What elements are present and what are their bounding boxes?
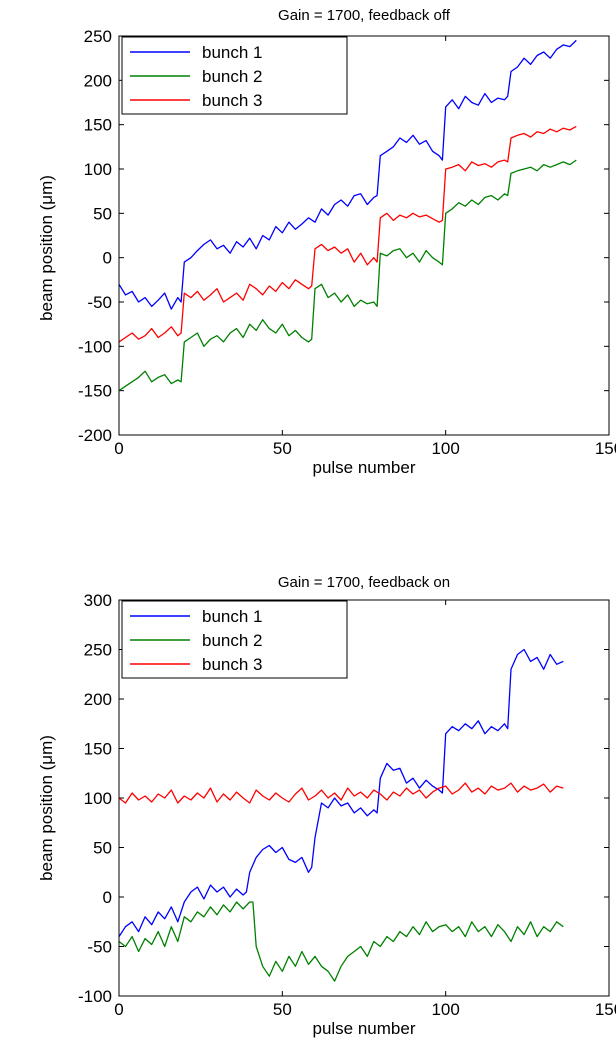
y-tick-label: -50 (87, 293, 112, 312)
legend-label-bunch-3: bunch 3 (202, 91, 263, 110)
x-tick-label: 100 (431, 439, 459, 458)
y-tick-label: -100 (78, 337, 112, 356)
chart-feedback-on: Gain = 1700, feedback on beam position (… (37, 574, 616, 1038)
y-tick-label: 200 (84, 71, 112, 90)
y-axis-label: beam position (μm) (37, 735, 56, 881)
legend-label-bunch-1: bunch 1 (202, 607, 263, 626)
y-tick-label: -150 (78, 382, 112, 401)
chart-feedback-off: Gain = 1700, feedback off beam position … (37, 7, 616, 477)
y-tick-label: 50 (93, 839, 112, 858)
series-line-bunch-3 (118, 125, 577, 343)
series-line-bunch-1 (118, 39, 577, 310)
x-tick-label: 100 (431, 1000, 459, 1019)
legend-label-bunch-2: bunch 2 (202, 67, 263, 86)
x-ticks: 0 50 100 150 (114, 600, 616, 1019)
series-lines (118, 648, 564, 982)
x-tick-label: 50 (273, 439, 292, 458)
x-tick-label: 150 (595, 439, 616, 458)
plot-frame (118, 599, 610, 997)
y-tick-label: -50 (87, 938, 112, 957)
y-tick-label: 100 (84, 160, 112, 179)
y-tick-label: 200 (84, 690, 112, 709)
y-tick-label: 150 (84, 740, 112, 759)
series-line-bunch-2 (118, 159, 577, 392)
legend: bunch 1 bunch 2 bunch 3 (121, 600, 348, 679)
chart-title: Gain = 1700, feedback on (278, 574, 450, 591)
y-tick-label: 250 (84, 641, 112, 660)
x-tick-label: 0 (114, 1000, 123, 1019)
plot-frame (118, 35, 610, 436)
y-tick-label: 0 (103, 249, 112, 268)
series-line-bunch-2 (118, 901, 564, 982)
y-tick-label: 0 (103, 888, 112, 907)
y-tick-label: -200 (78, 426, 112, 445)
series-lines (118, 39, 577, 392)
y-ticks: -200 -150 -100 -50 0 50 100 150 200 250 (78, 27, 609, 445)
y-tick-label: -100 (78, 987, 112, 1006)
x-tick-label: 0 (114, 439, 123, 458)
legend-items: bunch 1 bunch 2 bunch 3 (130, 43, 263, 110)
y-ticks: -100 -50 0 50 100 150 200 250 300 (78, 591, 609, 1006)
y-tick-label: 300 (84, 591, 112, 610)
legend-label-bunch-3: bunch 3 (202, 655, 263, 674)
y-tick-label: 250 (84, 27, 112, 46)
x-axis-label: pulse number (312, 458, 415, 477)
chart-title: Gain = 1700, feedback off (278, 7, 451, 24)
legend-label-bunch-2: bunch 2 (202, 631, 263, 650)
x-tick-label: 150 (595, 1000, 616, 1019)
legend-label-bunch-1: bunch 1 (202, 43, 263, 62)
series-line-bunch-1 (118, 648, 564, 937)
series-line-bunch-3 (118, 782, 564, 804)
y-tick-label: 100 (84, 789, 112, 808)
y-tick-label: 150 (84, 116, 112, 135)
y-tick-label: 50 (93, 204, 112, 223)
y-axis-label: beam position (μm) (37, 175, 56, 321)
x-axis-label: pulse number (312, 1019, 415, 1038)
legend: bunch 1 bunch 2 bunch 3 (121, 36, 348, 115)
x-tick-label: 50 (273, 1000, 292, 1019)
legend-items: bunch 1 bunch 2 bunch 3 (130, 607, 263, 674)
